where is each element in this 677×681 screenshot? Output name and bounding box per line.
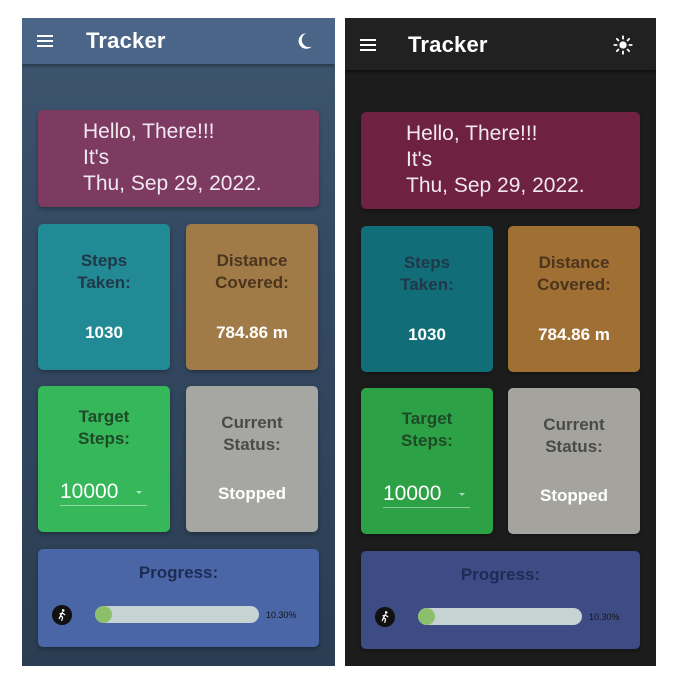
target-steps-tile: Target Steps: 10000	[361, 388, 493, 534]
progress-card: Progress: 10.30%	[361, 551, 640, 649]
target-steps-label: Target Steps:	[78, 407, 130, 448]
current-status-label: Current Status:	[221, 413, 283, 454]
app-bar: Tracker	[345, 18, 656, 70]
steps-taken-label: Steps Taken:	[400, 253, 454, 294]
steps-taken-label: Steps Taken:	[77, 251, 131, 292]
target-steps-dropdown[interactable]: 10000	[60, 480, 147, 506]
greeting-its: It's	[83, 146, 110, 169]
progress-bar-fill	[95, 606, 112, 623]
target-steps-tile: Target Steps: 10000	[38, 386, 170, 532]
running-person-icon	[52, 605, 72, 625]
greeting-hello: Hello, There!!!	[83, 120, 215, 143]
dropdown-caret-icon	[136, 491, 142, 494]
steps-taken-tile: Steps Taken: 1030	[361, 226, 493, 372]
progress-card: Progress: 10.30%	[38, 549, 319, 647]
target-steps-dropdown[interactable]: 10000	[383, 482, 470, 508]
progress-bar	[95, 606, 259, 623]
distance-covered-label: Distance Covered:	[537, 253, 611, 294]
target-steps-value: 10000	[383, 482, 442, 505]
current-status-label: Current Status:	[543, 415, 605, 456]
app-bar: Tracker	[22, 18, 335, 64]
app-title: Tracker	[86, 28, 166, 53]
steps-taken-tile: Steps Taken: 1030	[38, 224, 170, 370]
greeting-its: It's	[406, 148, 433, 171]
current-status-tile: Current Status: Stopped	[508, 388, 640, 534]
dark-theme-screen: Tracker Hello, There!!! It's Thu, Sep 29…	[345, 18, 656, 666]
progress-bar-fill	[418, 608, 435, 625]
target-steps-label: Target Steps:	[401, 409, 453, 450]
greeting-hello: Hello, There!!!	[406, 122, 538, 145]
progress-title: Progress:	[460, 565, 541, 584]
light-theme-screen: Tracker Hello, There!!! It's Thu, Sep 29…	[22, 18, 335, 666]
greeting-card: Hello, There!!! It's Thu, Sep 29, 2022.	[38, 110, 319, 207]
greeting-date: Thu, Sep 29, 2022.	[83, 172, 262, 195]
sun-icon[interactable]	[612, 34, 634, 56]
moon-icon[interactable]	[293, 30, 315, 52]
steps-taken-value: 1030	[408, 325, 446, 344]
distance-covered-label: Distance Covered:	[215, 251, 289, 292]
dropdown-caret-icon	[459, 493, 465, 496]
app-title: Tracker	[408, 32, 488, 57]
hamburger-menu-icon[interactable]	[360, 39, 376, 51]
greeting-card: Hello, There!!! It's Thu, Sep 29, 2022.	[361, 112, 640, 209]
distance-covered-tile: Distance Covered: 784.86 m	[186, 224, 318, 370]
distance-covered-value: 784.86 m	[216, 323, 288, 342]
current-status-tile: Current Status: Stopped	[186, 386, 318, 532]
distance-covered-value: 784.86 m	[538, 325, 610, 344]
current-status-value: Stopped	[540, 486, 608, 505]
steps-taken-value: 1030	[85, 323, 123, 342]
progress-title: Progress:	[138, 563, 219, 582]
progress-percent: 10.30%	[266, 610, 297, 620]
target-steps-value: 10000	[60, 480, 119, 503]
progress-percent: 10.30%	[589, 612, 620, 622]
progress-bar	[418, 608, 582, 625]
distance-covered-tile: Distance Covered: 784.86 m	[508, 226, 640, 372]
running-person-icon	[375, 607, 395, 627]
current-status-value: Stopped	[218, 484, 286, 503]
greeting-date: Thu, Sep 29, 2022.	[406, 174, 585, 197]
hamburger-menu-icon[interactable]	[37, 35, 53, 47]
